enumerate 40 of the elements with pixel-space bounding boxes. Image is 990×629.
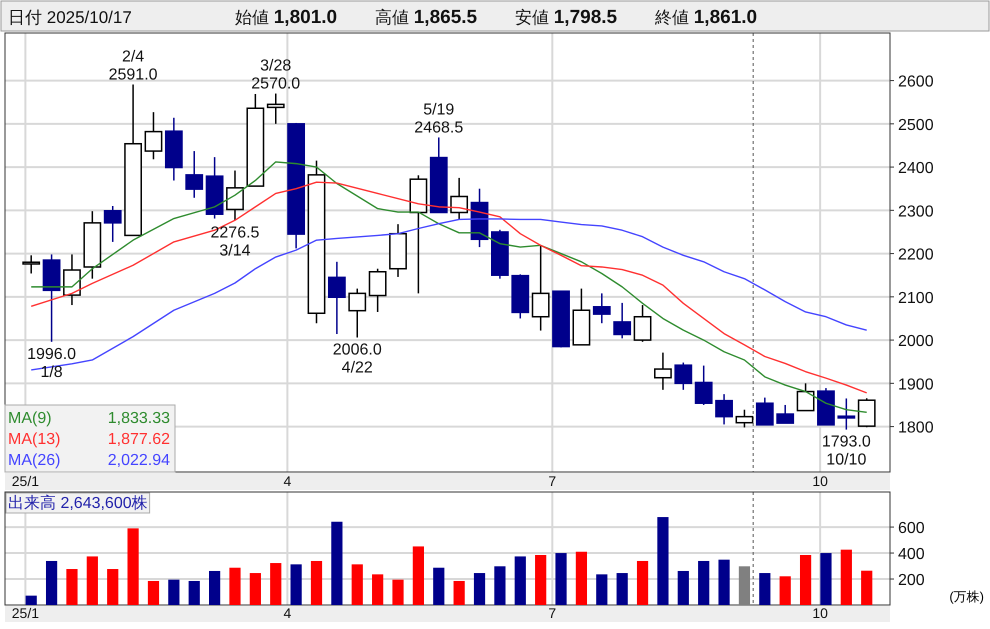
y-tick-label: 2300 bbox=[898, 203, 934, 220]
y-tick-label: 2200 bbox=[898, 246, 934, 264]
text: 始値 1,801.0 bbox=[235, 7, 338, 28]
x-tick-label: 7 bbox=[548, 473, 556, 489]
annotation: 1,833.33 bbox=[108, 410, 170, 427]
x-tick-label: 4 bbox=[283, 473, 292, 489]
annotation: 1996.0 1/8 bbox=[27, 346, 76, 381]
text: 終値 1,861.0 bbox=[654, 7, 758, 28]
y-tick-label: 400 bbox=[898, 546, 925, 564]
annotation: 2006.0 4/22 bbox=[332, 341, 382, 376]
y-tick-label: 1900 bbox=[898, 376, 934, 394]
x-tick-label: 25/1 bbox=[12, 473, 40, 489]
annotation: 2276.5 3/14 bbox=[210, 224, 260, 260]
x-tick-label: 4 bbox=[283, 605, 292, 621]
text: 日付 2025/10/17 bbox=[8, 8, 132, 27]
y-tick-label: 2000 bbox=[898, 333, 934, 350]
x-tick-label: 10 bbox=[812, 605, 828, 621]
text: MA(9) bbox=[8, 410, 52, 427]
y-tick-label: 2400 bbox=[898, 160, 934, 178]
y-tick-label: 2100 bbox=[898, 290, 934, 307]
text: MA(13) bbox=[8, 431, 60, 448]
y-tick-label: 2600 bbox=[898, 74, 934, 91]
y-tick-label: 2500 bbox=[898, 116, 934, 134]
text: MA(26) bbox=[8, 452, 60, 469]
y-axis-title: (万株) bbox=[949, 589, 984, 604]
y-tick-label: 1800 bbox=[898, 420, 934, 437]
annotation: 1,877.62 bbox=[108, 431, 170, 448]
text: 安値 1,798.5 bbox=[515, 7, 618, 28]
x-tick-label: 25/1 bbox=[12, 605, 40, 621]
annotation: 3/28 2570.0 bbox=[251, 58, 300, 93]
x-tick-label: 10 bbox=[812, 473, 828, 489]
y-tick-label: 200 bbox=[898, 572, 925, 590]
annotation: 出来高 2,643,600株 bbox=[8, 494, 148, 512]
y-tick-label: 600 bbox=[898, 520, 925, 538]
annotation: 2,022.94 bbox=[108, 452, 170, 469]
annotation: 1793.0 10/10 bbox=[822, 434, 871, 469]
x-tick-label: 7 bbox=[548, 605, 556, 621]
annotation: 5/19 2468.5 bbox=[414, 101, 464, 136]
text: 高値 1,865.5 bbox=[375, 7, 478, 28]
annotation: 2/4 2591.0 bbox=[108, 48, 158, 84]
